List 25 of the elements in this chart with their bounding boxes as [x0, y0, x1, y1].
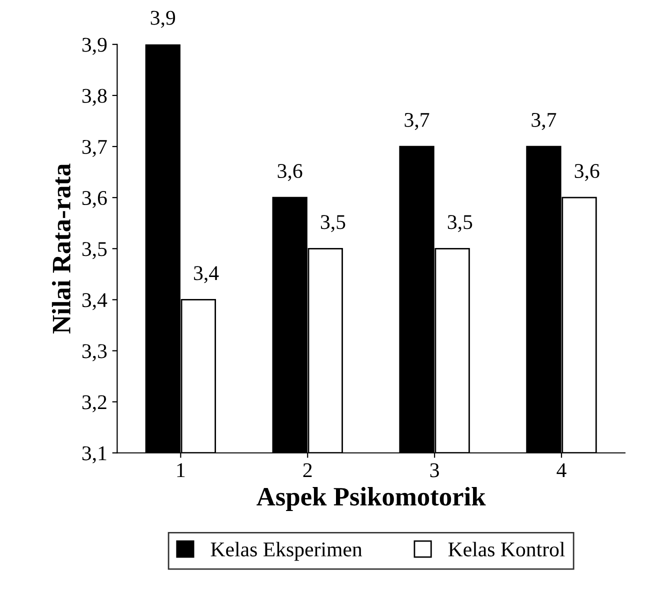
x-tick-label: 3: [430, 463, 439, 478]
data-label: 3,7: [532, 112, 556, 130]
data-label: 3,6: [278, 164, 302, 182]
x-tick-label: 1: [177, 463, 185, 478]
x-tick-label: 2: [303, 463, 312, 478]
data-label: 3,9: [150, 10, 176, 28]
y-tick-label: 3,4: [82, 293, 108, 310]
x-axis-title: Aspek Psikomotorik: [256, 487, 486, 511]
data-label: 3,4: [194, 266, 219, 284]
y-tick-label: 3,8: [82, 88, 107, 106]
y-tick-label: 3,6: [82, 191, 107, 208]
y-axis-title: Nilai Rata-rata: [52, 164, 70, 334]
y-tick-label: 3,2: [82, 395, 106, 412]
data-label: 3,6: [574, 164, 600, 182]
y-tick-label: 3,7: [82, 140, 107, 157]
legend-label: Kelas Kontrol: [448, 542, 565, 556]
y-tick-label: 3,1: [82, 446, 106, 464]
data-label: 3,5: [448, 215, 472, 232]
y-tick-label: 3,9: [82, 38, 107, 55]
data-label: 3,5: [320, 215, 346, 232]
y-tick-label: 3,3: [82, 344, 107, 362]
x-tick-label: 4: [556, 463, 566, 478]
data-label: 3,7: [404, 112, 430, 130]
legend-label: Kelas Eksperimen: [210, 542, 362, 561]
y-tick-label: 3,5: [82, 242, 107, 260]
